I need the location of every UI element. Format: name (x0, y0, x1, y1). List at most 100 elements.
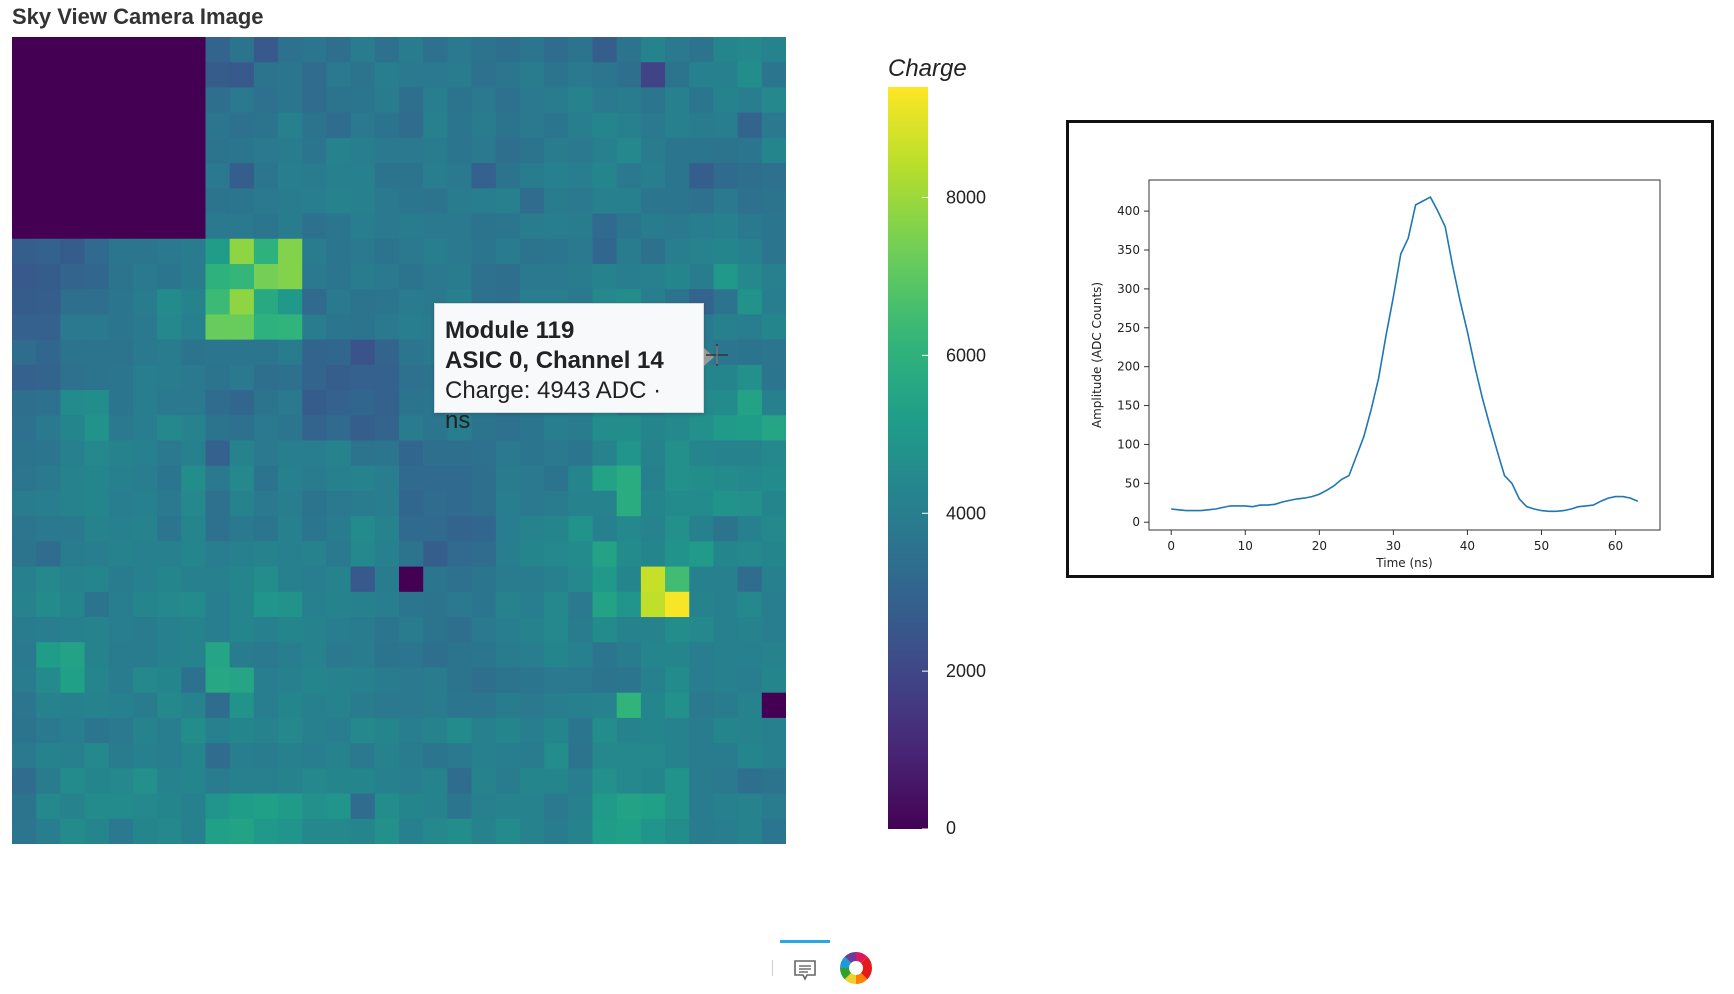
camera-pixel (253, 743, 279, 769)
camera-pixel (713, 516, 739, 542)
camera-pixel (640, 541, 666, 568)
camera-image-heatmap[interactable] (12, 37, 786, 844)
camera-pixel (737, 87, 763, 114)
camera-pixel (36, 87, 61, 114)
tooltip-asic-channel: ASIC 0, Channel 14 (445, 347, 664, 374)
camera-pixel (737, 591, 763, 618)
camera-pixel (616, 137, 642, 164)
camera-pixel (350, 289, 376, 316)
camera-pixel (181, 793, 207, 820)
camera-pixel (761, 163, 786, 189)
camera-pixel (423, 516, 448, 542)
camera-pixel (665, 112, 690, 139)
camera-pixel (374, 415, 400, 442)
camera-pixel (761, 617, 786, 643)
camera-pixel (374, 87, 400, 114)
camera-pixel (761, 263, 786, 290)
camera-pixel (616, 768, 642, 795)
camera-pixel (374, 112, 400, 139)
x-axis-label: Time (ns) (1375, 556, 1432, 570)
camera-pixel (12, 188, 37, 215)
camera-pixel (205, 339, 231, 366)
y-tick-label: 0 (1132, 515, 1140, 529)
camera-pixel (205, 390, 231, 416)
camera-pixel (640, 490, 666, 517)
logo-segment (856, 952, 868, 964)
camera-pixel (302, 717, 328, 744)
camera-pixel (737, 238, 763, 265)
camera-pixel (84, 112, 110, 139)
camera-pixel (713, 87, 739, 114)
camera-pixel (737, 415, 763, 442)
camera-pixel (157, 364, 182, 391)
camera-pixel (689, 692, 715, 719)
camera-pixel (665, 692, 690, 719)
camera-pixel (302, 516, 328, 542)
camera-pixel (108, 591, 134, 618)
camera-pixel (616, 617, 642, 643)
camera-pixel (665, 137, 690, 164)
camera-pixel (495, 62, 521, 89)
camera-pixel (36, 364, 61, 391)
camera-pixel (374, 390, 400, 416)
camera-pixel (84, 238, 110, 265)
camera-pixel (374, 667, 400, 694)
camera-pixel (447, 415, 473, 442)
camera-pixel (108, 818, 134, 844)
camera-pixel (60, 617, 86, 643)
camera-pixel (447, 87, 473, 114)
camera-pixel (229, 768, 255, 795)
camera-pixel (568, 642, 594, 669)
camera-pixel (205, 743, 231, 769)
camera-pixel (519, 62, 545, 89)
camera-pixel (447, 566, 473, 593)
camera-pixel (616, 566, 642, 593)
camera-pixel (278, 717, 303, 744)
camera-pixel (108, 465, 134, 492)
camera-pixel (84, 263, 110, 290)
camera-pixel (181, 87, 207, 114)
camera-pixel (229, 289, 255, 316)
camera-pixel (689, 440, 715, 467)
camera-pixel (568, 768, 594, 795)
camera-pixel (544, 591, 569, 618)
camera-pixel (568, 743, 594, 769)
camera-pixel (84, 692, 110, 719)
camera-pixel (350, 415, 376, 442)
camera-pixel (229, 465, 255, 492)
camera-pixel (592, 541, 618, 568)
camera-pixel (640, 743, 666, 769)
colorbar-tick-label: 2000 (946, 661, 986, 681)
camera-pixel (84, 390, 110, 416)
camera-pixel (713, 238, 739, 265)
bokeh-logo-icon[interactable] (838, 950, 874, 986)
camera-pixel (350, 263, 376, 290)
camera-pixel (205, 591, 231, 618)
camera-pixel (374, 717, 400, 744)
camera-pixel (447, 717, 473, 744)
camera-pixel (132, 516, 158, 542)
camera-pixel (616, 62, 642, 89)
camera-pixel (253, 364, 279, 391)
camera-pixel (181, 667, 207, 694)
camera-pixel (302, 692, 328, 719)
camera-pixel (616, 87, 642, 114)
camera-pixel (544, 617, 569, 643)
camera-pixel (737, 263, 763, 290)
camera-pixel (132, 793, 158, 820)
camera-pixel (689, 238, 715, 265)
camera-pixel (108, 490, 134, 517)
camera-pixel (616, 642, 642, 669)
comment-hover-tool-icon[interactable] (792, 957, 818, 983)
camera-pixel (495, 818, 521, 844)
camera-pixel (302, 112, 328, 139)
camera-pixel (132, 163, 158, 189)
camera-pixel (665, 667, 690, 694)
camera-pixel (640, 642, 666, 669)
camera-pixel (12, 440, 37, 467)
camera-pixel (423, 768, 448, 795)
camera-pixel (495, 566, 521, 593)
camera-pixel (205, 37, 231, 63)
camera-pixel (84, 667, 110, 694)
camera-pixel (84, 137, 110, 164)
